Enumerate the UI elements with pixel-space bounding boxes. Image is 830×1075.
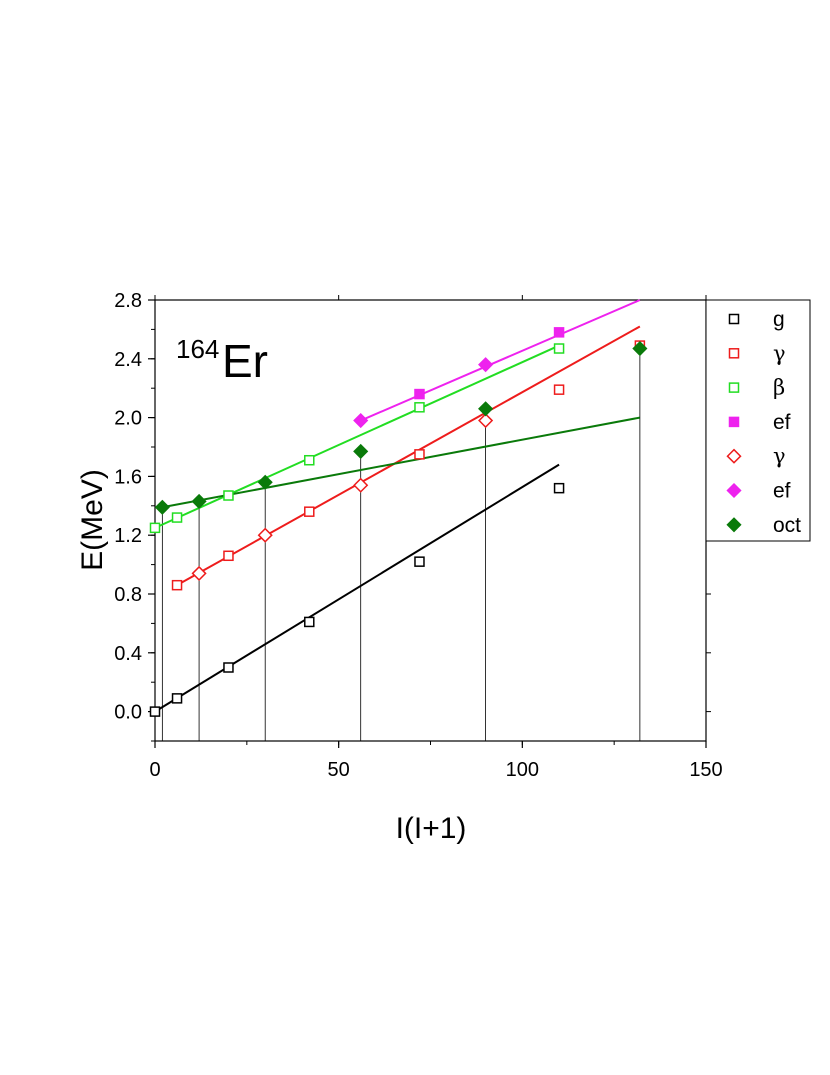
data-point	[191, 493, 207, 509]
data-point	[171, 512, 183, 523]
legend-label: ef	[773, 411, 791, 434]
x-tick-label: 50	[328, 759, 350, 781]
data-point	[304, 454, 315, 466]
data-point	[304, 616, 315, 628]
data-point	[632, 340, 648, 357]
legend-label: β	[773, 376, 785, 400]
x-axis-title: I(I+1)	[396, 812, 467, 845]
data-point	[191, 565, 207, 581]
legend-label: oct	[773, 514, 801, 537]
data-point	[257, 474, 273, 490]
legend-label: γ	[773, 444, 786, 468]
data-point	[414, 388, 425, 400]
plot-area: 0.0 0.4 0.8 1.2 1.6 2.0 2.4 2.8 0 50 100 150	[114, 290, 723, 781]
legend-label: g	[773, 308, 785, 331]
data-point	[414, 556, 425, 567]
y-tick-label: 2.4	[114, 349, 142, 371]
data-point	[478, 401, 494, 417]
y-tick-label: 0.0	[114, 702, 142, 724]
y-tick-label: 0.4	[114, 643, 142, 665]
isotope-symbol: Er	[222, 335, 268, 387]
legend-marker	[728, 313, 740, 325]
data-point	[553, 343, 565, 354]
fit-line	[162, 416, 641, 509]
legend-label: γ	[773, 341, 786, 365]
legend-marker	[726, 517, 742, 533]
data-point	[171, 579, 183, 591]
data-point	[353, 412, 369, 429]
annotation-layer: 164 Er	[176, 334, 268, 387]
fit-line	[176, 325, 641, 587]
data-point	[414, 449, 425, 460]
legend-marker	[726, 448, 742, 464]
data-point	[478, 357, 494, 373]
legend-box	[705, 299, 811, 542]
y-tick-label: 1.6	[114, 466, 142, 488]
data-point	[478, 412, 494, 429]
data-point	[553, 327, 565, 338]
legend-marker	[726, 482, 742, 499]
x-tick-label: 150	[689, 759, 722, 781]
legend-marker	[728, 382, 740, 393]
data-point	[223, 662, 234, 673]
data-point	[553, 384, 565, 395]
data-point	[553, 482, 565, 494]
fit-line	[360, 299, 641, 422]
legend-label: ef	[773, 480, 791, 503]
y-tick-label: 1.2	[114, 525, 142, 547]
data-point	[154, 499, 170, 515]
data-point	[223, 490, 234, 501]
x-tick-label: 100	[506, 759, 539, 781]
data-point	[353, 443, 369, 459]
legend-marker	[728, 348, 740, 359]
data-point	[353, 477, 369, 493]
fit-line	[154, 463, 560, 713]
x-tick-label: 0	[149, 759, 160, 781]
y-axis-title: E(MeV)	[76, 469, 109, 571]
y-tick-label: 0.8	[114, 584, 142, 606]
data-point	[171, 693, 183, 704]
y-tick-label: 2.8	[114, 290, 142, 312]
data-point	[257, 527, 273, 543]
y-tick-label: 2.0	[114, 408, 142, 430]
isotope-mass-number: 164	[176, 334, 219, 364]
data-point	[414, 402, 425, 413]
data-point	[304, 506, 315, 517]
data-point	[149, 522, 161, 534]
data-point	[223, 550, 234, 562]
legend-marker	[728, 416, 740, 428]
fit-line	[154, 344, 560, 529]
data-point	[149, 706, 161, 717]
